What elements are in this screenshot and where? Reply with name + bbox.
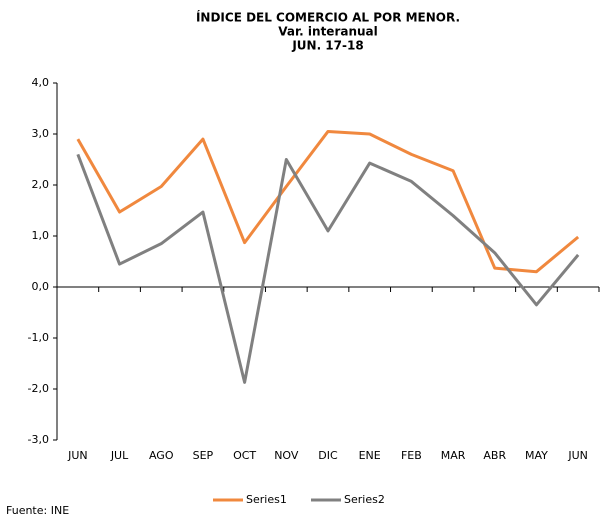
y-tick-label: 4,0 [32,76,50,89]
x-tick-label: DIC [318,449,338,462]
x-tick-label: ABR [483,449,506,462]
chart-subtitle: JUN. 17-18 [291,39,363,53]
y-tick-label: -3,0 [28,433,49,446]
y-tick-label: -2,0 [28,382,49,395]
x-tick-label: SEP [193,449,214,462]
x-tick-label: ENE [359,449,381,462]
x-tick-label: OCT [233,449,256,462]
x-tick-label: FEB [401,449,422,462]
y-tick-label: 0,0 [32,280,50,293]
legend-label: Series2 [344,493,385,506]
series-line [76,153,580,384]
chart-title: ÍNDICE DEL COMERCIO AL POR MENOR. [196,10,460,25]
chart-subtitle: Var. interanual [278,25,378,39]
y-tick-label: 3,0 [32,127,50,140]
y-tick-label: 1,0 [32,229,50,242]
y-tick-label: 2,0 [32,178,50,191]
source-note: Fuente: INE [6,504,69,517]
x-tick-label: AGO [149,449,174,462]
x-tick-label: JUN [567,449,588,462]
legend-label: Series1 [246,493,287,506]
x-tick-label: JUN [67,449,88,462]
x-tick-label: MAR [441,449,466,462]
x-tick-label: MAY [525,449,548,462]
x-tick-label: NOV [274,449,299,462]
series-line [76,129,580,274]
x-tick-label: JUL [110,449,129,462]
y-tick-label: -1,0 [28,331,49,344]
